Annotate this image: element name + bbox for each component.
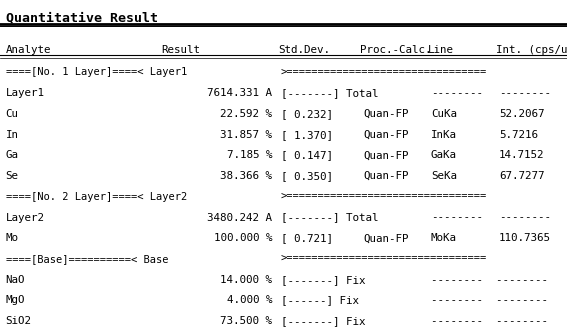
Text: InKa: InKa: [431, 130, 457, 139]
Text: Std.Dev.: Std.Dev.: [278, 45, 330, 55]
Text: Quan-FP: Quan-FP: [363, 150, 408, 160]
Text: Layer2: Layer2: [6, 213, 45, 222]
Text: 100.000 %: 100.000 %: [214, 233, 272, 243]
Text: CuKa: CuKa: [431, 109, 457, 119]
Text: [ 1.370]: [ 1.370]: [281, 130, 333, 139]
Text: --------: --------: [499, 213, 551, 222]
Text: 7614.331 A: 7614.331 A: [207, 88, 272, 98]
Text: 3480.242 A: 3480.242 A: [207, 213, 272, 222]
Text: [-------] Fix: [-------] Fix: [281, 316, 365, 326]
Text: [ 0.721]: [ 0.721]: [281, 233, 333, 243]
Text: Se: Se: [6, 171, 19, 181]
Text: Int. (cps/uA): Int. (cps/uA): [496, 45, 567, 55]
Text: Line: Line: [428, 45, 454, 55]
Text: SiO2: SiO2: [6, 316, 32, 326]
Text: 52.2067: 52.2067: [499, 109, 544, 119]
Text: 110.7365: 110.7365: [499, 233, 551, 243]
Text: >================================: >================================: [281, 254, 487, 264]
Text: Quan-FP: Quan-FP: [363, 109, 408, 119]
Text: ====[Base]==========< Base: ====[Base]==========< Base: [6, 254, 168, 264]
Text: ====[No. 1 Layer]====< Layer1: ====[No. 1 Layer]====< Layer1: [6, 67, 187, 77]
Text: MgO: MgO: [6, 295, 25, 305]
Text: In: In: [6, 130, 19, 139]
Text: 22.592 %: 22.592 %: [220, 109, 272, 119]
Text: 67.7277: 67.7277: [499, 171, 544, 181]
Text: --------: --------: [431, 213, 483, 222]
Text: [-------] Fix: [-------] Fix: [281, 275, 365, 285]
Text: 5.7216: 5.7216: [499, 130, 538, 139]
Text: Proc.-Calc.: Proc.-Calc.: [360, 45, 431, 55]
Text: SeKa: SeKa: [431, 171, 457, 181]
Text: [ 0.350]: [ 0.350]: [281, 171, 333, 181]
Text: --------  --------: -------- --------: [431, 275, 548, 285]
Text: Ga: Ga: [6, 150, 19, 160]
Text: Cu: Cu: [6, 109, 19, 119]
Text: GaKa: GaKa: [431, 150, 457, 160]
Text: [ 0.147]: [ 0.147]: [281, 150, 333, 160]
Text: MoKa: MoKa: [431, 233, 457, 243]
Text: Quan-FP: Quan-FP: [363, 171, 408, 181]
Text: 7.185 %: 7.185 %: [227, 150, 272, 160]
Text: NaO: NaO: [6, 275, 25, 285]
Text: [-------] Total: [-------] Total: [281, 88, 378, 98]
Text: 31.857 %: 31.857 %: [220, 130, 272, 139]
Text: [ 0.232]: [ 0.232]: [281, 109, 333, 119]
Text: Quan-FP: Quan-FP: [363, 233, 408, 243]
Text: 4.000 %: 4.000 %: [227, 295, 272, 305]
Text: Analyte: Analyte: [6, 45, 51, 55]
Text: 14.000 %: 14.000 %: [220, 275, 272, 285]
Text: >================================: >================================: [281, 67, 487, 77]
Text: Quantitative Result: Quantitative Result: [6, 12, 158, 25]
Text: Quan-FP: Quan-FP: [363, 130, 408, 139]
Text: >================================: >================================: [281, 192, 487, 202]
Text: [-------] Total: [-------] Total: [281, 213, 378, 222]
Text: Result: Result: [162, 45, 201, 55]
Text: 38.366 %: 38.366 %: [220, 171, 272, 181]
Text: --------  --------: -------- --------: [431, 295, 548, 305]
Text: --------  --------: -------- --------: [431, 316, 548, 326]
Text: ====[No. 2 Layer]====< Layer2: ====[No. 2 Layer]====< Layer2: [6, 192, 187, 202]
Text: --------: --------: [431, 88, 483, 98]
Text: 14.7152: 14.7152: [499, 150, 544, 160]
Text: [------] Fix: [------] Fix: [281, 295, 359, 305]
Text: 73.500 %: 73.500 %: [220, 316, 272, 326]
Text: Layer1: Layer1: [6, 88, 45, 98]
Text: Mo: Mo: [6, 233, 19, 243]
Text: --------: --------: [499, 88, 551, 98]
